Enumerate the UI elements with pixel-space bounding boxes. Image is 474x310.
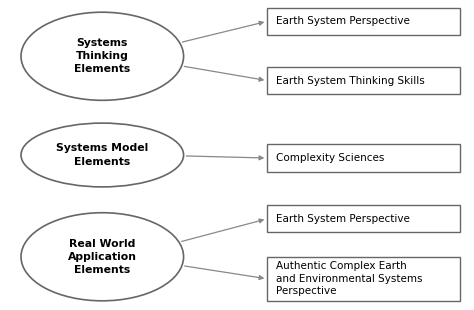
Text: Earth System Perspective: Earth System Perspective (275, 214, 410, 224)
Text: Real World
Application
Elements: Real World Application Elements (68, 239, 137, 275)
Text: Systems
Thinking
Elements: Systems Thinking Elements (74, 38, 130, 74)
Text: Complexity Sciences: Complexity Sciences (275, 153, 384, 163)
Text: Systems Model
Elements: Systems Model Elements (56, 144, 148, 166)
Bar (267, 144, 460, 172)
Ellipse shape (21, 12, 183, 100)
Bar (267, 257, 460, 301)
Ellipse shape (21, 123, 183, 187)
Text: Authentic Complex Earth
and Environmental Systems
Perspective: Authentic Complex Earth and Environmenta… (275, 261, 422, 296)
Ellipse shape (21, 213, 183, 301)
Bar (267, 8, 460, 35)
Text: Earth System Perspective: Earth System Perspective (275, 16, 410, 26)
Bar (267, 67, 460, 94)
Text: Earth System Thinking Skills: Earth System Thinking Skills (275, 76, 424, 86)
Bar (267, 205, 460, 232)
